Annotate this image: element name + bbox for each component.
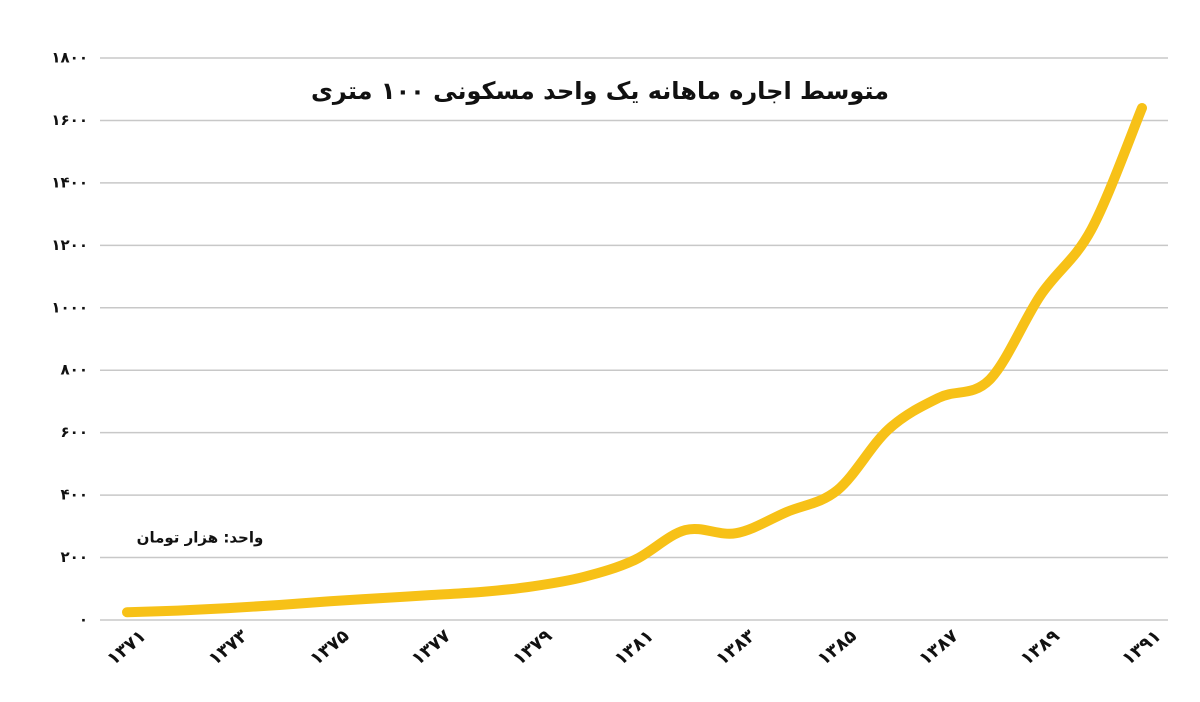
unit-annotation: واحد: هزار تومان (137, 529, 264, 547)
x-tick-label: ۱۳۸۵ (814, 625, 861, 669)
x-tick-label: ۱۳۷۳ (205, 625, 252, 669)
y-tick-label: ۱۸۰۰ (51, 49, 88, 67)
y-tick-label: ۱۴۰۰ (51, 173, 88, 191)
x-tick-label: ۱۳۹۱ (1118, 625, 1165, 669)
y-tick-label: ۸۰۰ (61, 361, 88, 379)
y-tick-label: ۱۰۰۰ (51, 298, 88, 316)
y-tick-label: ۰ (79, 611, 88, 629)
y-tick-label: ۱۶۰۰ (51, 111, 88, 129)
y-tick-label: ۲۰۰ (61, 548, 88, 566)
x-tick-label: ۱۳۷۱ (103, 625, 150, 669)
x-tick-label: ۱۳۷۷ (408, 625, 455, 669)
line (122, 102, 1147, 618)
x-tick-label: ۱۳۸۳ (712, 625, 759, 669)
x-tick-label: ۱۳۸۱ (611, 625, 658, 669)
chart-title: متوسط اجاره ماهانه یک واحد مسکونی ۱۰۰ مت… (311, 77, 889, 105)
y-tick-label: ۴۰۰ (61, 486, 88, 504)
y-tick-label: ۱۲۰۰ (51, 236, 88, 254)
x-tick-label: ۱۳۸۹ (1017, 625, 1064, 669)
y-tick-label: ۶۰۰ (61, 423, 88, 441)
x-tick-label: ۱۳۸۷ (915, 625, 962, 669)
x-tick-label: ۱۳۷۹ (509, 625, 556, 669)
x-tick-label: ۱۳۷۵ (306, 625, 353, 669)
